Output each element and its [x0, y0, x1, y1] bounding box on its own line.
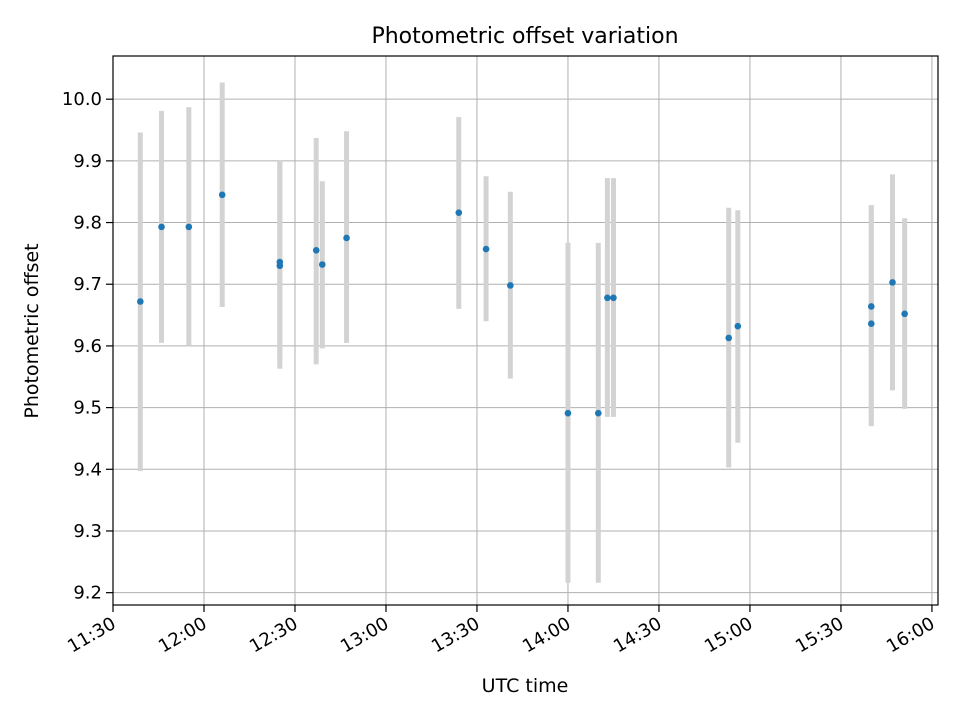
- x-axis-label: UTC time: [482, 675, 569, 697]
- y-tick-label: 9.9: [73, 151, 102, 172]
- data-points: [136, 191, 908, 417]
- data-point: [455, 209, 463, 216]
- data-point: [889, 279, 896, 286]
- data-point: [594, 409, 602, 417]
- data-point: [218, 191, 226, 199]
- y-axis-label: Photometric offset: [21, 243, 43, 418]
- plot-frame: [112, 55, 939, 606]
- data-point: [725, 334, 733, 342]
- data-point: [734, 322, 742, 330]
- data-point: [610, 294, 617, 302]
- y-tick-label: 10.0: [62, 89, 102, 110]
- data-point: [343, 234, 350, 242]
- data-point: [185, 223, 193, 231]
- data-point: [276, 258, 284, 266]
- y-tick-label: 9.3: [73, 521, 102, 542]
- data-point: [867, 303, 875, 310]
- data-point: [867, 320, 875, 328]
- grid: [112, 56, 938, 605]
- data-point: [318, 261, 326, 268]
- y-tick-label: 9.5: [73, 398, 102, 419]
- data-point: [482, 245, 490, 253]
- y-axis-ticks: 9.2 9.3 9.4 9.5 9.6 9.7 9.8 9.9 10.0: [62, 89, 113, 604]
- chart-title: Photometric offset variation: [371, 24, 678, 49]
- data-point: [564, 409, 572, 417]
- y-tick-label: 9.8: [73, 213, 102, 234]
- y-tick-label: 9.7: [73, 274, 102, 295]
- y-tick-label: 9.6: [73, 336, 102, 357]
- data-point: [507, 282, 514, 289]
- data-point: [158, 223, 165, 231]
- data-point: [312, 247, 320, 254]
- y-tick-label: 9.2: [73, 583, 102, 604]
- data-point: [136, 298, 144, 305]
- data-point: [901, 310, 908, 318]
- y-tick-label: 9.4: [73, 459, 102, 480]
- data-point: [604, 294, 611, 302]
